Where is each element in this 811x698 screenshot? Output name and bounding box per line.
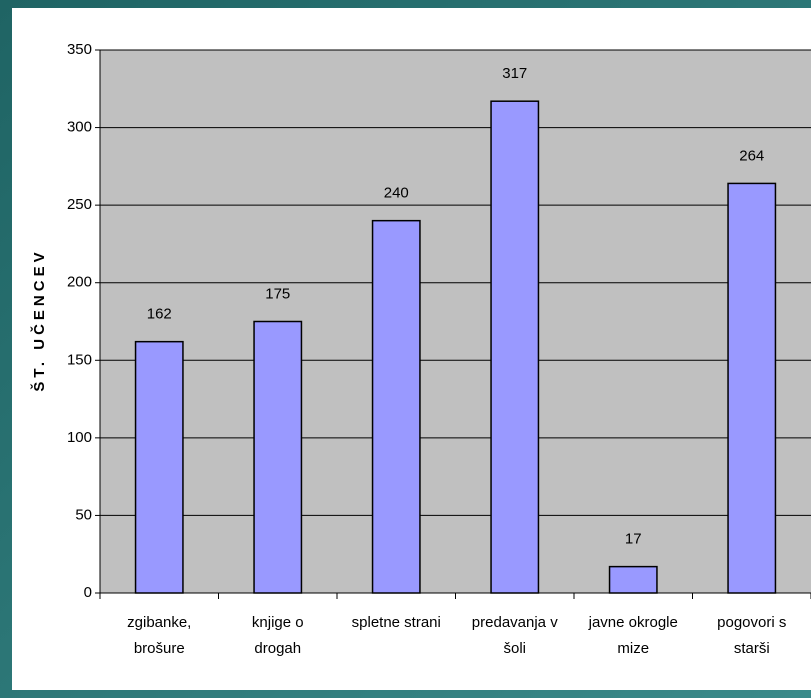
bar: [608, 565, 658, 594]
y-tick-label: 150: [67, 351, 92, 368]
value-label: 162: [147, 306, 172, 323]
y-tick-label: 50: [75, 506, 92, 523]
bar: [253, 320, 303, 594]
x-tick-label: pogovori s starši: [717, 614, 786, 657]
value-label: 317: [502, 65, 527, 82]
y-tick-label: 300: [67, 119, 92, 136]
bar: [490, 100, 540, 594]
value-label: 175: [265, 285, 290, 302]
value-label: 264: [739, 147, 764, 164]
bar: [371, 219, 421, 594]
x-tick-label: predavanja v šoli: [472, 614, 558, 657]
y-tick-label: 350: [67, 41, 92, 58]
y-axis-title: ŠT. UČENCEV: [30, 248, 48, 391]
value-label: 17: [625, 531, 642, 548]
x-tick-label: zgibanke, brošure: [127, 614, 191, 657]
x-tick-label: spletne strani: [352, 614, 441, 631]
y-tick-label: 100: [67, 429, 92, 446]
plot-area: [100, 50, 811, 593]
y-tick-label: 0: [84, 584, 92, 601]
y-tick-label: 250: [67, 196, 92, 213]
x-tick-label: javne okrogle mize: [588, 614, 678, 657]
x-tick-label: knjige o drogah: [252, 614, 304, 657]
value-label: 240: [384, 185, 409, 202]
bar: [134, 340, 184, 594]
y-tick-label: 200: [67, 274, 92, 291]
bar: [727, 182, 777, 594]
